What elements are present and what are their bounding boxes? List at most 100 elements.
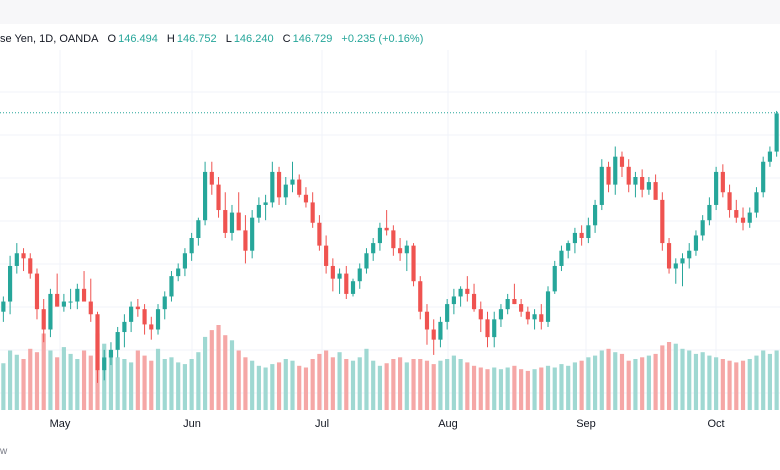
volume-bar [28, 348, 33, 410]
volume-bar [539, 367, 544, 410]
volume-bar [498, 369, 504, 410]
candle-body [613, 156, 618, 185]
volume-bar [545, 365, 551, 410]
volume-bar [81, 350, 87, 410]
candle-body [586, 225, 591, 238]
candle-body [761, 161, 766, 193]
volume-bar [646, 355, 651, 410]
candle-body [216, 184, 221, 211]
candle-body [720, 171, 725, 193]
volume-bar [229, 340, 235, 410]
volume-bar [129, 362, 134, 410]
candle-body [250, 217, 255, 251]
symbol-label: se Yen, 1D, OANDA [0, 33, 99, 45]
ohlc-legend: se Yen, 1D, OANDA O 146.494 H 146.752 L 146… [0, 33, 425, 49]
x-tick-label: Sep [576, 418, 596, 430]
candle-body [599, 166, 604, 205]
candle-body [384, 227, 389, 231]
candle-body [666, 243, 672, 269]
candle-body [108, 349, 114, 358]
volume-bar [687, 350, 692, 410]
volume-bar [700, 352, 705, 410]
candle-body [438, 321, 443, 340]
candle-body [371, 243, 376, 254]
volume-bar [41, 333, 46, 410]
volume-bar [243, 357, 248, 410]
volume-bar [505, 367, 510, 410]
volume-bar [324, 350, 329, 410]
volume-bar [48, 350, 53, 410]
volume-bar [680, 348, 685, 410]
candle-body [740, 217, 746, 223]
bottom-note: w [0, 446, 8, 457]
candle-body [525, 311, 530, 320]
volume-bar [276, 362, 282, 410]
volume-bar [660, 345, 665, 410]
volume-bar [290, 360, 295, 410]
candle-body [767, 151, 772, 162]
candle-body [1, 301, 6, 312]
close-value: 146.729 [292, 33, 333, 45]
candle-body [492, 319, 497, 338]
volume-bar [115, 357, 120, 410]
open-value: 146.494 [118, 33, 158, 45]
volume-bar [283, 359, 288, 410]
candle-body [471, 293, 477, 310]
volume-bar [640, 357, 645, 410]
candle-body [182, 253, 187, 269]
candle-body [276, 171, 282, 198]
candle-body [714, 171, 719, 205]
low-key: L [225, 33, 232, 45]
volume-bar [707, 355, 712, 410]
candle-body [640, 177, 645, 190]
volume-bar [155, 348, 161, 410]
change-value: +0.235 (+0.16%) [341, 33, 424, 45]
candle-body [290, 179, 295, 185]
candle-body [606, 166, 611, 185]
volume-bar [108, 352, 114, 410]
volume-bar [613, 352, 618, 410]
candle-body [680, 258, 685, 264]
high-value: 146.752 [176, 33, 217, 45]
candle-body [619, 156, 625, 167]
candle-body [566, 243, 571, 251]
volume-bar [256, 365, 261, 410]
volume-bar [88, 355, 93, 410]
candle-body [270, 171, 275, 203]
volume-bar [720, 359, 725, 410]
volume-bar [122, 359, 127, 410]
volume-bar [418, 359, 423, 410]
volume-bar [747, 359, 752, 410]
volume-bar [512, 365, 517, 410]
candle-body [196, 220, 201, 238]
volume-bar [303, 367, 309, 410]
candle-body [357, 268, 362, 282]
volume-bar [666, 342, 672, 410]
candle-body [418, 281, 423, 312]
candle-body [34, 273, 40, 310]
candle-body [75, 288, 80, 302]
candle-body [653, 182, 658, 200]
candle-body [424, 311, 430, 330]
candle-body [350, 281, 356, 294]
volume-bar [492, 367, 497, 410]
open-key: O [107, 33, 117, 45]
candle-body [485, 319, 490, 338]
candle-body [14, 253, 19, 266]
volume-bar [673, 343, 678, 410]
candle-body [229, 212, 235, 233]
candle-body [102, 357, 107, 371]
volume-bar [599, 350, 604, 410]
candle-body [236, 212, 241, 231]
candle-body [297, 179, 302, 195]
candle-body [478, 309, 483, 320]
candle-body [673, 263, 678, 269]
volume-bar [1, 363, 6, 410]
volume-bar [162, 359, 167, 410]
volume-bar [465, 362, 470, 410]
x-tick-label: Jun [183, 418, 201, 430]
candle-body [727, 192, 732, 211]
volume-bar [734, 362, 739, 410]
candle-body [559, 250, 564, 266]
